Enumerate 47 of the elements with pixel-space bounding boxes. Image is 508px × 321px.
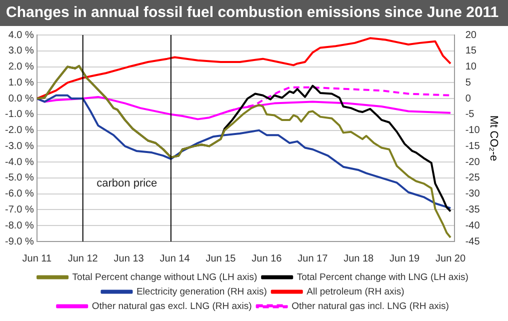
x-tick-label: Jun 12 [68, 253, 98, 264]
y2-tick-label: -15 [465, 140, 480, 152]
y-tick-label: 1.0 % [8, 77, 34, 88]
x-tick-label: Jun 19 [390, 253, 420, 264]
legend-label: Total Percent change with LNG (LH axis) [296, 272, 468, 283]
x-tick-label: Jun 20 [436, 253, 466, 264]
y2-tick-label: 15 [465, 46, 477, 57]
y2-tick-label: -25 [465, 172, 480, 184]
y-tick-label: -5.0 % [4, 172, 34, 184]
y-tick-label: 4.0 % [8, 30, 34, 41]
x-tick-label: Jun 15 [206, 253, 236, 264]
y2-tick-label: -20 [465, 156, 480, 168]
legend-label: Other natural gas incl. LNG (RH axis) [292, 300, 449, 312]
y2-tick-label: -5 [465, 109, 475, 120]
legend-label: All petroleum (RH axis) [306, 286, 404, 298]
y2-tick-label: 0 [465, 93, 472, 104]
legend-label: Total Percent change without LNG (LH axis) [72, 272, 258, 283]
y-tick-label: -7.0 % [4, 204, 34, 216]
y2-tick-label: 10 [465, 62, 477, 73]
x-tick-label: Jun 13 [114, 253, 144, 264]
legend-label: Electricity generation (RH axis) [136, 286, 267, 298]
y2-axis-title: Mt CO₂-e [487, 115, 500, 162]
y2-tick-label: 20 [465, 30, 477, 41]
y2-tick-label: -10 [465, 125, 480, 136]
y2-tick-label: -45 [465, 236, 480, 248]
x-tick-label: Jun 17 [298, 253, 328, 264]
y2-tick-label: -30 [465, 188, 480, 200]
y-tick-label: -4.0 % [4, 156, 34, 168]
y2-tick-label: -40 [465, 220, 480, 232]
y-tick-label: 2.0 % [8, 62, 34, 73]
y-tick-label: -2.0 % [4, 125, 34, 136]
y-tick-label: 3.0 % [8, 46, 34, 57]
y-tick-label: -9.0 % [4, 236, 34, 248]
y-tick-label: -8.0 % [4, 220, 34, 232]
x-tick-label: Jun 14 [160, 253, 190, 264]
y-tick-label: 0.0 % [8, 93, 34, 104]
chart-title: Changes in annual fossil fuel combustion emissions since June 2011 [0, 0, 508, 26]
y2-tick-label: 5 [465, 77, 472, 88]
x-tick-label: Jun 11 [22, 253, 52, 264]
y2-tick-label: -35 [465, 204, 480, 216]
annotation: carbon price [96, 178, 158, 190]
x-tick-label: Jun 18 [344, 253, 374, 264]
legend-label: Other natural gas excl. LNG (RH axis) [92, 300, 252, 312]
y-tick-label: -6.0 % [4, 188, 34, 200]
x-tick-label: Jun 16 [252, 253, 282, 264]
y-tick-label: -3.0 % [4, 140, 34, 152]
y-tick-label: -1.0 % [4, 109, 34, 120]
